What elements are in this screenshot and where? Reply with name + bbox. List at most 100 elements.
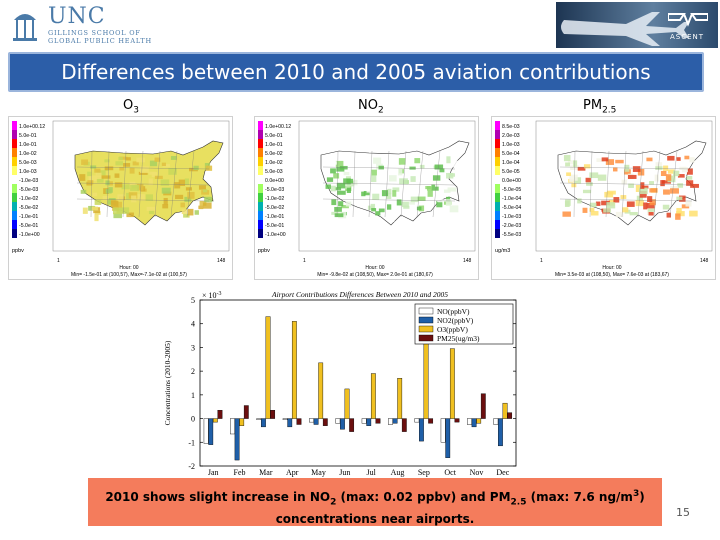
concentration-cell — [336, 182, 346, 189]
colorbar-swatch — [258, 175, 263, 184]
concentration-cell — [334, 206, 342, 212]
concentration-cell — [385, 166, 393, 171]
colorbar: 8.5e-03 2.0e-03 1.0e-03 5.0e-04 1.0e-04 5.0e-… — [495, 121, 521, 238]
state-boundary — [170, 150, 178, 218]
state-boundary — [106, 150, 110, 218]
concentration-cell — [409, 170, 415, 174]
x-tick-label: Oct — [444, 468, 456, 477]
colorbar-swatch — [258, 220, 263, 229]
concentration-cell — [589, 172, 599, 179]
state-boundary — [90, 150, 93, 218]
concentration-cell — [189, 167, 198, 172]
unc-logo-text: UNC — [48, 4, 106, 29]
colorbar-swatch — [258, 229, 263, 238]
concentration-cell — [363, 190, 370, 196]
concentration-cell — [670, 185, 679, 190]
concentration-cell — [601, 200, 610, 206]
concentration-cell — [649, 188, 658, 193]
concentration-cell — [161, 187, 171, 194]
concentration-cell — [181, 209, 188, 215]
concentration-cell — [649, 181, 654, 185]
concentration-cell — [198, 185, 206, 190]
concentration-cell — [174, 182, 181, 189]
legend-label: PM25(ug/m3) — [437, 334, 480, 343]
concentration-cell — [676, 207, 682, 214]
concentration-cell — [573, 160, 578, 167]
concentration-cell — [183, 213, 190, 218]
state-boundary — [432, 150, 441, 218]
colorbar-tick: -5.0e-03 — [265, 187, 284, 193]
concentration-cell — [94, 199, 102, 205]
concentration-cell — [624, 169, 631, 175]
colorbar-swatch — [495, 121, 500, 130]
colorbar-tick: -1.0e+00 — [265, 232, 286, 238]
colorbar-swatch — [12, 202, 17, 211]
concentration-cell — [449, 160, 458, 168]
colorbar-swatch — [258, 139, 263, 148]
colorbar-tick: -1.0e-02 — [19, 196, 38, 202]
colorbar-swatch — [258, 148, 263, 157]
concentration-cell — [148, 209, 155, 215]
bar-o3ppbv — [318, 362, 324, 419]
concentration-cell — [436, 200, 443, 208]
concentration-cell — [337, 190, 346, 195]
concentration-cell — [114, 182, 123, 188]
concentration-cell — [113, 213, 122, 219]
caption-line-2: concentrations near airports. — [275, 512, 475, 527]
legend-swatch — [418, 334, 434, 342]
legend-label: NO(ppbV) — [437, 307, 470, 316]
map-label-pm25: PM2.5 — [583, 98, 617, 116]
bar-noppbv — [414, 418, 420, 423]
concentration-cell — [663, 189, 670, 195]
state-boundary — [653, 150, 661, 218]
concentration-cell — [582, 207, 588, 213]
bar-o3ppbv — [502, 402, 508, 419]
concentration-cell — [654, 174, 659, 182]
concentration-cell — [677, 174, 685, 178]
legend-label: NO2(ppbV) — [437, 316, 474, 325]
concentration-cell — [628, 183, 634, 188]
concentration-cell — [180, 202, 185, 208]
map-hour: Hour: 00 — [119, 265, 138, 271]
bar-no2ppbv — [261, 418, 266, 428]
bar-no2ppbv — [340, 418, 345, 430]
concentration-cell — [95, 172, 102, 180]
concentration-cell — [563, 155, 571, 162]
concentration-cell — [162, 164, 170, 168]
concentration-cell — [140, 166, 149, 174]
concentration-cell — [597, 174, 607, 181]
bar-noppbv — [493, 418, 499, 425]
bar-no2ppbv — [208, 418, 214, 445]
concentration-cell — [378, 188, 387, 193]
concentration-cell — [328, 161, 337, 165]
x-tick-label: Nov — [470, 468, 484, 477]
concentration-cell — [601, 157, 609, 162]
concentration-cell — [414, 185, 421, 190]
concentration-cell — [343, 178, 351, 185]
concentration-cell — [569, 174, 578, 181]
map-axis-end: 148 — [463, 258, 472, 264]
concentration-cell — [414, 158, 421, 164]
colorbar-unit: ppbv — [258, 248, 270, 254]
concentration-cell — [662, 204, 670, 210]
colorbar-swatch — [495, 130, 500, 139]
state-boundary — [559, 198, 693, 202]
concentration-cell — [637, 168, 645, 176]
caption-box: 2010 shows slight increase in NO2 (max: … — [88, 478, 662, 526]
concentration-cell — [97, 177, 104, 183]
concentration-cell — [137, 183, 144, 191]
colorbar-tick: 5.0e-01 — [265, 133, 283, 139]
concentration-cell — [632, 166, 641, 172]
state-boundary — [352, 150, 356, 218]
state-boundary — [122, 150, 127, 218]
colorbar-tick: 5.0e-02 — [265, 151, 283, 157]
bar-o3ppbv — [344, 388, 350, 419]
concentration-cell — [392, 187, 400, 192]
state-boundary — [573, 150, 576, 218]
colorbar-swatch — [258, 211, 263, 220]
concentration-cell — [690, 183, 699, 188]
map-hour: Hour: 00 — [602, 265, 621, 271]
colorbar-tick: 1.0e-04 — [502, 160, 520, 166]
concentration-cell — [454, 177, 459, 183]
concentration-cell — [361, 176, 368, 184]
